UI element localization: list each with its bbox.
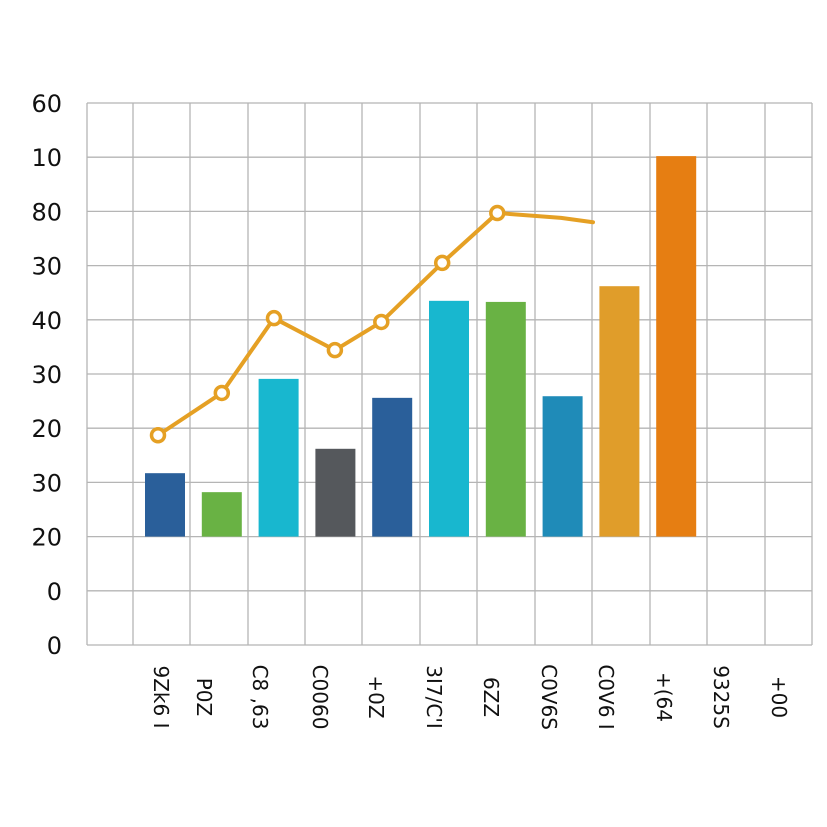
x-tick-label: +0Z bbox=[364, 675, 388, 718]
x-tick-label: 9325S bbox=[709, 665, 733, 729]
x-tick-label: C0V6S bbox=[537, 664, 561, 730]
bar bbox=[599, 286, 640, 537]
y-tick-label: 30 bbox=[31, 253, 62, 281]
y-tick-label: 10 bbox=[31, 144, 62, 172]
x-tick-label: 3I7/C'I bbox=[422, 665, 446, 728]
x-tick-label: +(64 bbox=[652, 672, 676, 722]
bar bbox=[372, 397, 413, 537]
line-point bbox=[149, 426, 167, 444]
bar bbox=[429, 300, 469, 537]
bar bbox=[145, 473, 185, 537]
line-point bbox=[213, 384, 231, 402]
bar bbox=[258, 378, 299, 537]
bar bbox=[201, 492, 242, 537]
y-tick-label: 30 bbox=[31, 469, 62, 497]
line-point bbox=[265, 309, 283, 327]
x-tick-label: C0V6 I bbox=[594, 664, 618, 729]
x-tick-label: P0Z bbox=[192, 678, 216, 717]
y-tick-label: 20 bbox=[31, 415, 62, 443]
y-tick-label: 40 bbox=[31, 307, 62, 335]
x-tick-label: 9Zk6 I bbox=[149, 666, 173, 729]
y-tick-label: 60 bbox=[31, 90, 62, 118]
bar bbox=[542, 396, 583, 537]
y-tick-label: 20 bbox=[31, 524, 62, 552]
y-tick-label: 30 bbox=[31, 361, 62, 389]
x-tick-label: 6ZZ bbox=[479, 677, 503, 717]
bar bbox=[315, 448, 356, 537]
y-tick-label: 80 bbox=[31, 198, 62, 226]
y-tick-label: 0 bbox=[47, 578, 62, 606]
y-tick-label: 0 bbox=[47, 632, 62, 660]
bar bbox=[485, 301, 526, 537]
line-point bbox=[489, 204, 506, 222]
bar bbox=[656, 156, 697, 537]
x-tick-label: +00 bbox=[767, 676, 791, 718]
x-tick-label: C8 ,63 bbox=[248, 665, 272, 730]
line-point bbox=[373, 313, 390, 331]
line-point bbox=[326, 341, 344, 359]
line-point bbox=[433, 254, 451, 272]
x-tick-label: C0060 bbox=[308, 665, 332, 730]
